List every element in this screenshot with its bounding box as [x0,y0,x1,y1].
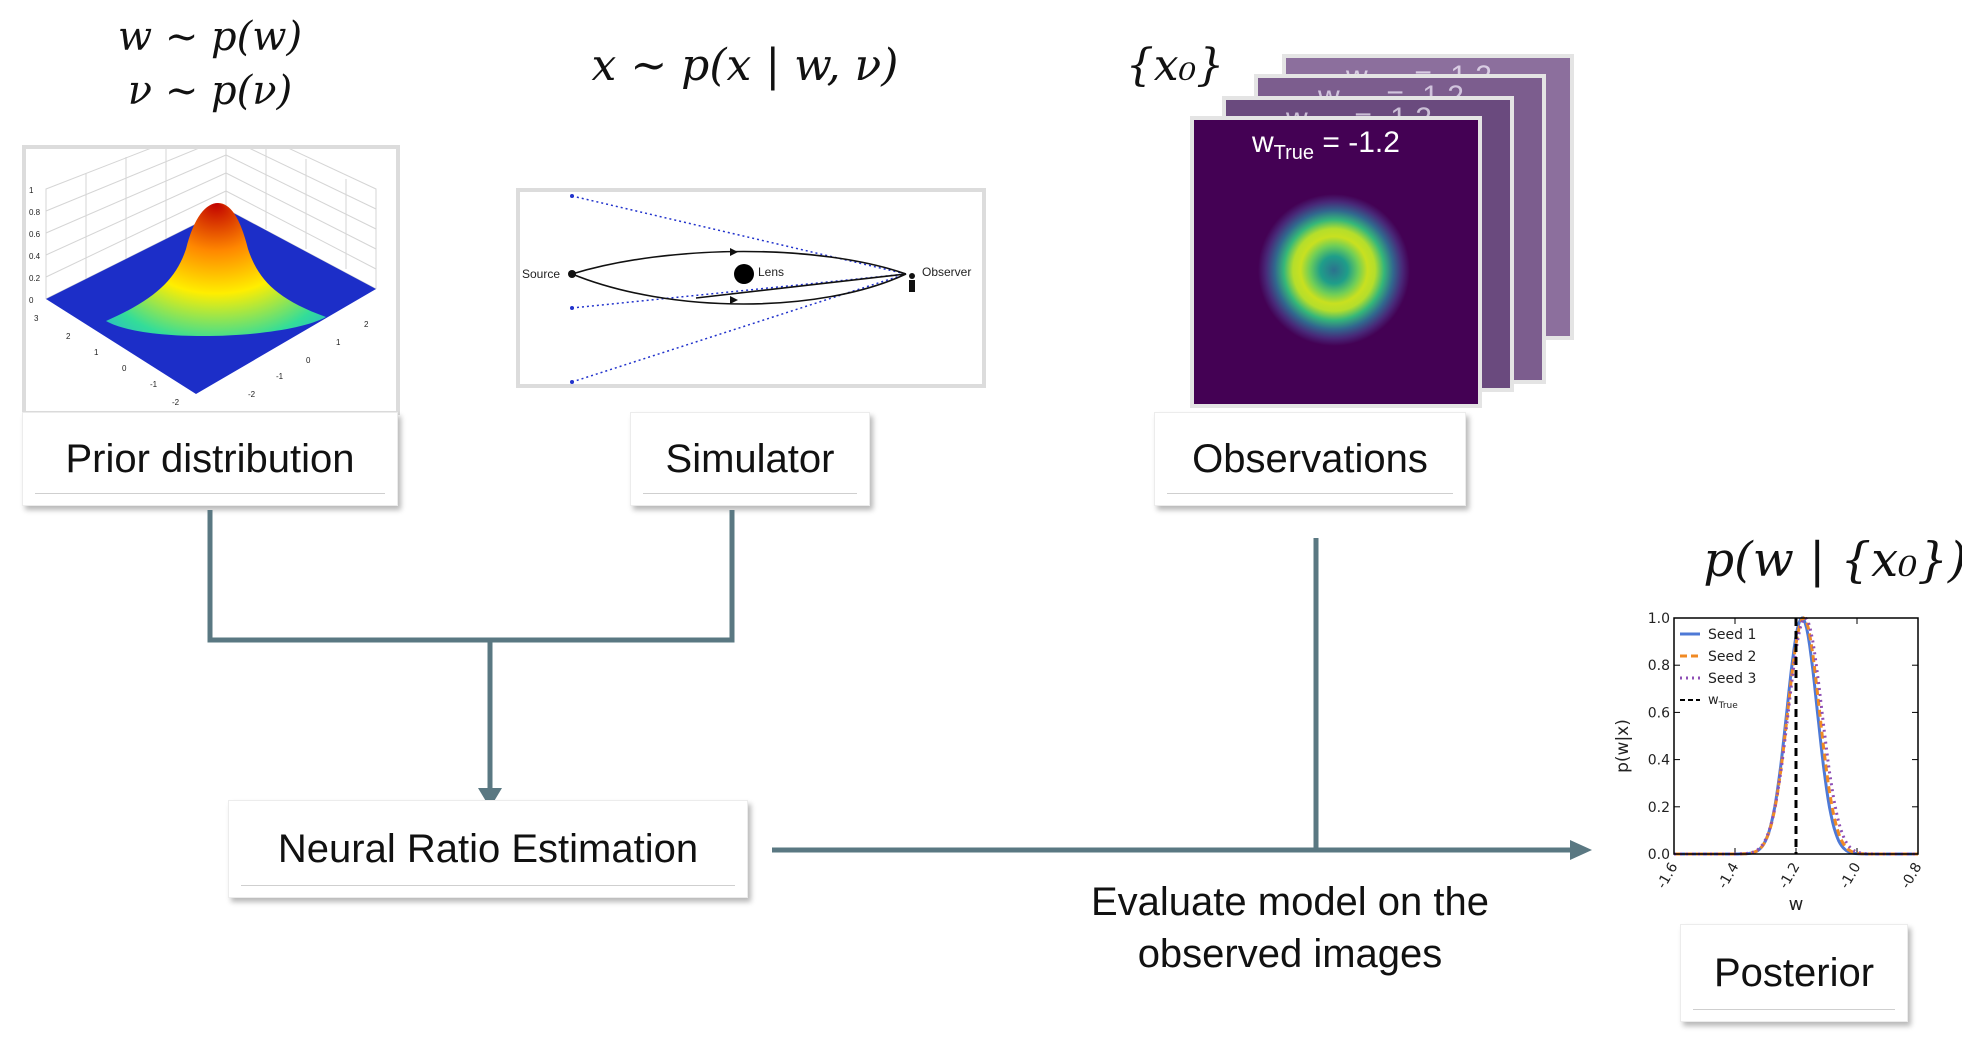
frame-title-sub: True [1273,142,1315,164]
y-tick-label: 0.8 [1648,658,1670,674]
z-tick: 1 [29,186,34,195]
posterior-ylabel: p(w|x) [1613,719,1633,773]
observation-frame-front: wTrue = -1.2 [1190,116,1482,408]
y-tick-label: 1.0 [1648,611,1670,627]
down-arrowhead [478,788,502,808]
prior-math-line2: ν ∼ p(ν) [127,68,293,114]
z-tick: 0.8 [29,208,41,217]
posterior-label: Posterior [1713,950,1875,995]
posterior-xlabel: w [1789,894,1804,915]
nre-label: Neural Ratio Estimation [277,826,699,871]
x-tick: 3 [34,314,39,323]
posterior-plot: 0.0 0.2 0.4 0.6 0.8 1.0 -1.6 -1.4 -1.2 -1.0 -0.8 S… [1613,611,1926,915]
y-tick: 1 [336,338,341,347]
y-tick: -1 [276,372,284,381]
legend-label: wTrue [1708,693,1738,711]
z-tick: 0.2 [29,274,41,283]
observations-label: Observations [1192,436,1428,481]
frame-value: = -1.2 [1322,126,1400,159]
einstein-ring-image [1258,194,1410,346]
y-tick: 0 [306,356,311,365]
y-tick: -2 [248,390,256,399]
posterior-math: p(w | {x₀}) [1703,532,1962,588]
divider [1167,493,1453,494]
legend-label: Seed 3 [1708,671,1756,687]
simulator-lensing-diagram: Source Lens Observer [516,188,986,388]
z-tick: 0.4 [29,252,41,261]
divider [241,885,735,886]
simulator-label: Simulator [665,436,835,481]
divider [643,493,857,494]
x-tick: -1 [150,380,158,389]
observer-icon [909,273,915,292]
legend-label: Seed 2 [1708,649,1756,665]
x-tick: 1 [94,348,99,357]
x-tick: -2 [172,398,180,407]
evaluate-caption-line1: Evaluate model on the [1090,880,1490,924]
prior-surface-plot: 1 0.8 0.6 0.4 0.2 0 3 2 1 0 -1 -2 2 1 0 … [22,118,400,415]
divider [35,493,385,494]
nre-label-box: Neural Ratio Estimation [228,800,748,898]
simulator-math: x ∼ p(x | w, ν) [591,40,899,91]
x-tick-label: -1.0 [1837,860,1865,892]
lens-label: Lens [758,265,784,279]
posterior-label-box: Posterior [1680,924,1908,1022]
observations-math: {x₀} [1125,40,1225,91]
y-tick-label: 0.4 [1648,753,1670,769]
legend-label: Seed 1 [1708,627,1756,643]
x-tick: 2 [66,332,71,341]
y-tick-label: 0.0 [1648,847,1670,863]
x-tick-label: -0.8 [1898,860,1926,892]
prior-surface-svg: 1 0.8 0.6 0.4 0.2 0 3 2 1 0 -1 -2 2 1 0 … [29,118,377,407]
simulator-label-box: Simulator [630,412,870,506]
x-tick-label: -1.6 [1654,860,1682,892]
evaluate-caption-line2: observed images [1137,932,1443,976]
plot-frame [1673,617,1919,855]
lens-icon [734,264,754,284]
x-tick: 0 [122,364,127,373]
z-tick: 0.6 [29,230,41,239]
divider [1693,1009,1895,1010]
x-tick-label: -1.4 [1715,860,1743,892]
y-tick-label: 0.6 [1648,705,1670,721]
source-label: Source [522,267,560,281]
x-tick-label: -1.2 [1776,860,1804,892]
merge-connector [207,510,735,643]
prior-label: Prior distribution [65,436,355,481]
observations-label-box: Observations [1154,412,1466,506]
prior-label-box: Prior distribution [22,412,398,506]
observer-label: Observer [922,265,971,279]
y-tick: 2 [364,320,369,329]
z-tick: 0 [29,296,34,305]
frame-title: w [1252,126,1274,159]
prior-math-line1: w ∼ p(w) [117,14,303,60]
right-arrowhead [1570,840,1592,860]
y-tick-label: 0.2 [1648,800,1670,816]
